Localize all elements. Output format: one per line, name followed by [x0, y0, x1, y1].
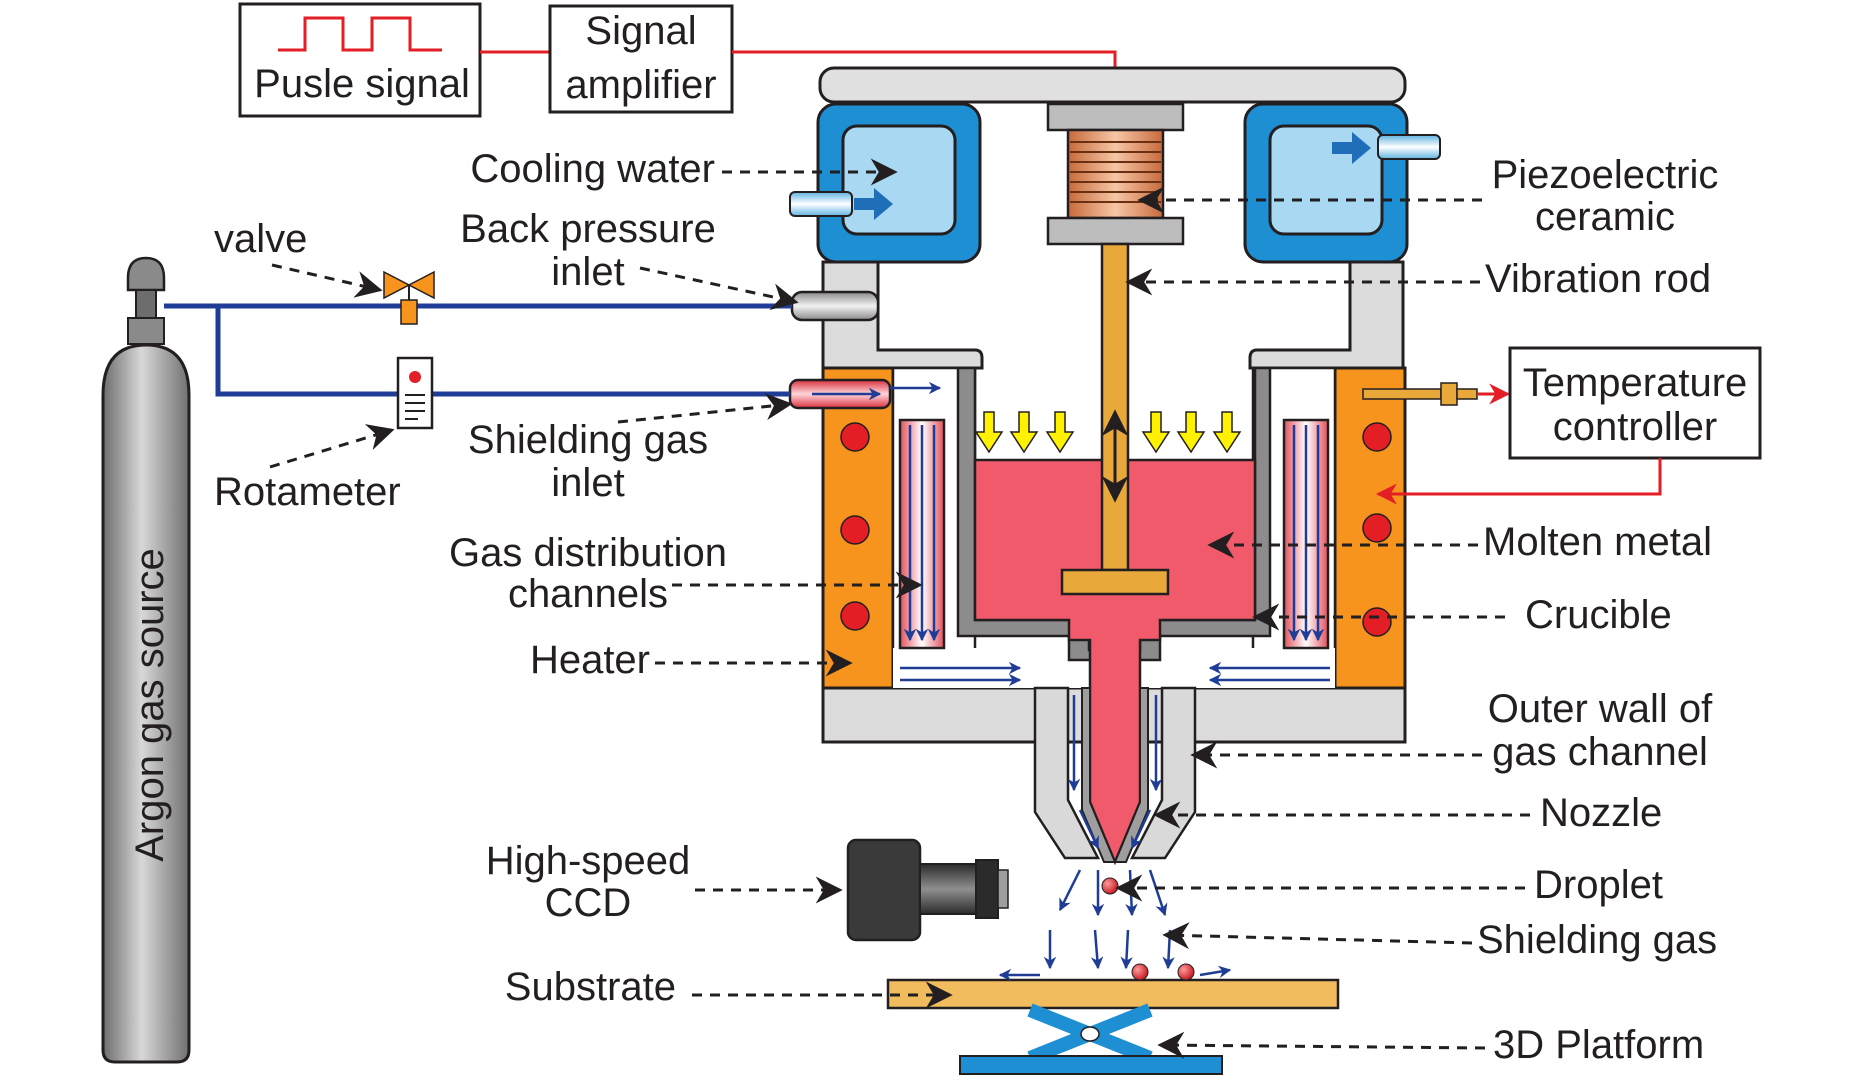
back-pressure-label-1: Back pressure — [460, 207, 716, 251]
heater-left — [821, 366, 895, 690]
cooling-jacket-right — [1243, 102, 1441, 264]
signal-amplifier-label-1: Signal — [585, 9, 696, 53]
water-flow-arrow-icon — [854, 188, 893, 220]
cooling-water-label: Cooling water — [470, 147, 715, 191]
droplet-label: Droplet — [1534, 863, 1663, 907]
temperature-controller: Temperature controller — [1508, 346, 1762, 460]
nozzle-gas-flow — [900, 661, 1330, 850]
water-flow-arrow-icon — [1332, 132, 1371, 164]
ccd-label-1: High-speed — [486, 839, 691, 883]
back-pressure-inlet — [790, 290, 880, 322]
top-plate — [818, 66, 1407, 104]
rotameter-icon — [396, 356, 434, 430]
temperature-controller-label-1: Temperature — [1523, 361, 1748, 405]
droplets — [1101, 877, 1195, 981]
vibration-rod-label: Vibration rod — [1485, 257, 1711, 301]
platform-label: 3D Platform — [1493, 1023, 1704, 1067]
thermocouple — [1362, 382, 1478, 406]
valve-icon — [383, 270, 435, 325]
molten-metal-label: Molten metal — [1483, 520, 1712, 564]
gas-lines — [164, 303, 792, 397]
crucible-label: Crucible — [1525, 593, 1672, 637]
piezo-label-2: ceramic — [1535, 195, 1675, 239]
back-pressure-label-2: inlet — [551, 250, 624, 294]
3d-platform — [959, 1003, 1223, 1075]
cooling-jacket-left — [789, 102, 982, 264]
substrate — [886, 978, 1340, 1010]
argon-gas-cylinder: Argon gas source — [101, 256, 191, 1064]
shielding-inlet-label-2: inlet — [551, 461, 624, 505]
temperature-controller-label-2: controller — [1553, 405, 1718, 449]
argon-source-label: Argon gas source — [128, 548, 172, 862]
pulse-signal-generator: Pusle signal — [238, 2, 482, 118]
gas-distribution-label-2: channels — [508, 572, 668, 616]
body-wall-left — [821, 260, 984, 370]
vibration-rod — [1060, 242, 1170, 596]
shielding-gas-label: Shielding gas — [1477, 918, 1717, 962]
pulse-signal-label: Pusle signal — [254, 62, 470, 106]
gas-distribution-channel-left — [898, 418, 946, 650]
cooling-inlet-pipe — [789, 191, 853, 217]
rotameter-label: Rotameter — [214, 470, 401, 514]
high-speed-ccd-camera — [846, 838, 1009, 942]
body-wall-right — [1248, 260, 1405, 370]
shielding-inlet-label-1: Shielding gas — [468, 418, 708, 462]
gas-distribution-label-1: Gas distribution — [449, 531, 727, 575]
nozzle-label: Nozzle — [1540, 791, 1662, 835]
gas-distribution-channel-right — [1282, 418, 1330, 650]
piezo-label-1: Piezoelectric — [1492, 153, 1719, 197]
valve-label: valve — [214, 217, 307, 261]
heater-label: Heater — [530, 638, 650, 682]
nozzle — [1081, 687, 1149, 863]
pressure-arrows — [974, 411, 1242, 454]
substrate-label: Substrate — [505, 965, 676, 1009]
outer-wall-label-2: gas channel — [1492, 730, 1708, 774]
piezoelectric-ceramic — [1046, 102, 1185, 246]
cooling-outlet-pipe — [1377, 134, 1441, 160]
ccd-label-2: CCD — [545, 881, 632, 925]
square-wave-icon — [278, 16, 442, 52]
signal-amplifier-label-2: amplifier — [565, 63, 716, 107]
heater-right — [1333, 366, 1407, 690]
outer-wall-label-1: Outer wall of — [1488, 687, 1713, 731]
signal-amplifier: Signal amplifier — [548, 4, 734, 114]
